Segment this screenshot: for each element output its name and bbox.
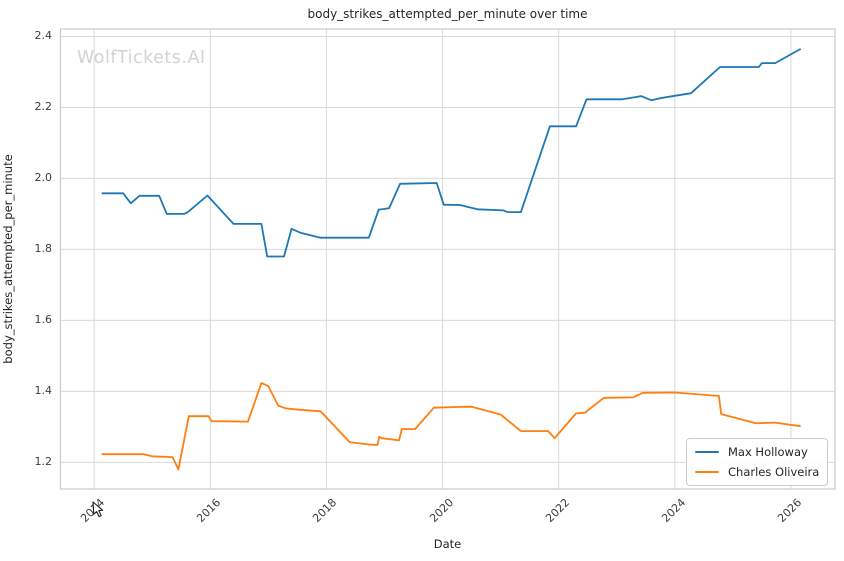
y-tick-label-2.2: 2.2 (34, 100, 53, 114)
chart-title: body_strikes_attempted_per_minute over t… (307, 7, 588, 21)
y-axis-label: body_strikes_attempted_per_minute (1, 154, 15, 364)
legend-item-charles-oliveira: Charles Oliveira (695, 463, 819, 481)
legend-label: Max Holloway (728, 445, 808, 459)
y-tick-label-1.6: 1.6 (34, 313, 53, 327)
mouse-cursor-icon (92, 501, 104, 518)
plot-border (59, 28, 836, 490)
series-line-charles-oliveira (101, 381, 801, 471)
legend-item-max-holloway: Max Holloway (695, 443, 819, 461)
y-tick-label-2.0: 2.0 (34, 171, 53, 185)
y-tick-label-1.4: 1.4 (34, 384, 53, 398)
series-line-max-holloway (101, 48, 802, 258)
legend-label: Charles Oliveira (728, 465, 820, 479)
y-tick-label-2.4: 2.4 (34, 29, 53, 43)
legend: Max Holloway Charles Oliveira (686, 438, 828, 486)
watermark: WolfTickets.AI (77, 48, 206, 68)
x-axis-label: Date (433, 537, 462, 551)
y-tick-label-1.2: 1.2 (34, 455, 53, 469)
legend-swatch (695, 450, 719, 454)
legend-swatch (695, 470, 719, 474)
y-tick-label-1.8: 1.8 (34, 242, 53, 256)
